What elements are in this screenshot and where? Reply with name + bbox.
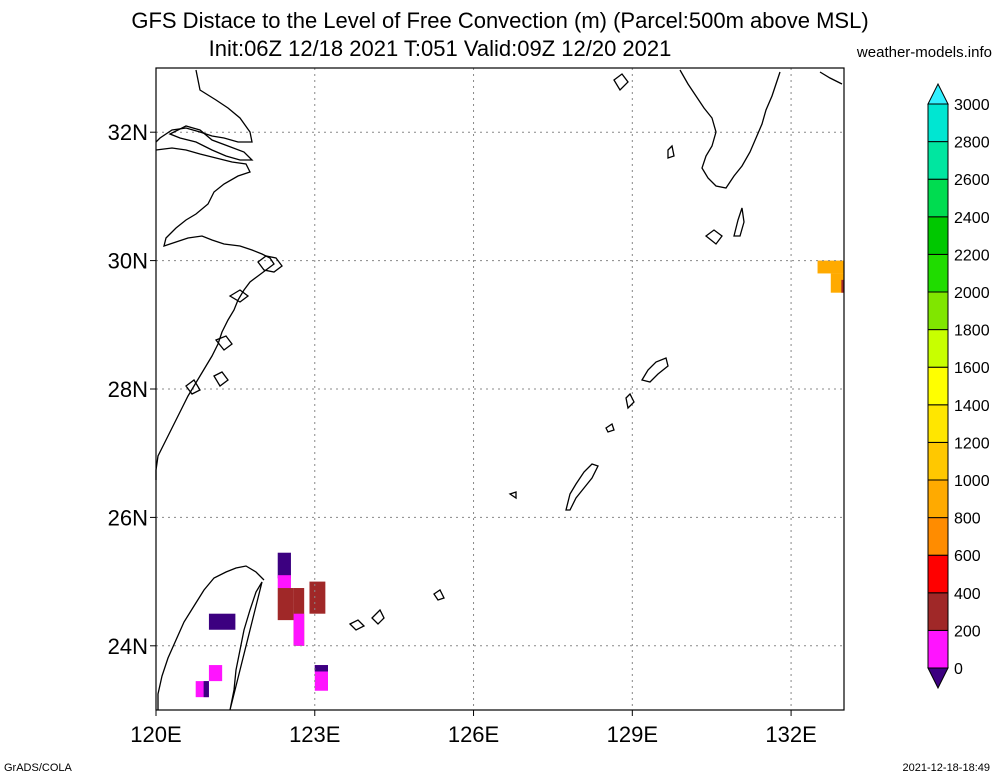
colorbar-under-triangle [927,667,949,690]
colorbar-segment-10 [927,291,949,331]
goto-islands [613,73,629,92]
tanegashima-island [733,207,745,237]
colorbar-label: 1200 [954,435,990,452]
colorbar-segment-9 [927,329,949,368]
colorbar-label: 400 [954,586,981,603]
miyako-island [348,608,385,631]
colorbar-segment-1 [927,629,949,669]
field-cell-2 [309,581,326,614]
colorbar-label: 1000 [954,473,990,490]
koshiki-island [667,144,675,159]
field-cell-5 [277,575,291,589]
lat-tick-label: 30N [108,249,148,274]
field-cell-4 [277,552,291,579]
colorbar-label: 200 [954,623,981,640]
colorbar-label: 2400 [954,210,990,227]
shikoku-coast [819,71,843,85]
grid-layer [156,68,844,710]
colorbar-segment-3 [927,554,949,594]
colorbar-label: 3000 [954,97,990,114]
field-cell-6 [208,613,236,630]
colorbar-label: 800 [954,511,981,528]
field-cell-7 [208,665,223,682]
field-layer [195,260,844,698]
colorbar-label: 2800 [954,135,990,152]
yakushima-island [704,229,723,245]
axis-ticks: 120E 123E 126E 129E 132E 24N 26N 28N 30N 32N [108,120,817,747]
lon-tick-label: 129E [607,722,658,747]
colorbar-segment-12 [927,216,949,255]
field-cell-12 [817,260,844,274]
kumejima-island [508,491,517,500]
colorbar-over-triangle [927,82,949,105]
lon-tick-label: 132E [765,722,816,747]
okinawa-island [565,463,599,511]
colorbar-segment-4 [927,517,949,556]
colorbar-segment-2 [927,592,949,631]
colorbar-segment-15 [927,103,949,143]
field-cell-3 [293,613,305,646]
colorbar-segment-13 [927,178,949,218]
field-cell-14 [841,279,844,293]
lat-tick-label: 26N [108,505,148,530]
china-coastline [155,69,275,480]
kyushu-coastline [679,69,781,189]
footer-timestamp: 2021-12-18-18:49 [902,762,990,774]
colorbar-label: 2200 [954,247,990,264]
okinoerabu-island [605,422,615,433]
colorbar-segment-6 [927,441,949,481]
zhoushan-islands [185,255,283,395]
lat-tick-label: 32N [108,120,148,145]
colorbar-label: 600 [954,548,981,565]
field-cell-13 [830,273,844,293]
colorbar-label: 2600 [954,172,990,189]
lon-tick-label: 126E [448,722,499,747]
coastline-layer [155,69,843,711]
colorbar-segment-5 [927,479,949,519]
amami-island [640,357,669,383]
colorbar-label: 1800 [954,323,990,340]
colorbar-segment-11 [927,253,949,293]
colorbar-label: 1600 [954,360,990,377]
lon-tick-label: 123E [289,722,340,747]
colorbar-segment-7 [927,404,949,443]
field-cell-11 [314,665,328,672]
credit-text: weather-models.info [856,44,992,61]
yangtze-estuary [168,125,254,161]
colorbar-label: 0 [954,661,963,678]
field-cell-9 [203,681,209,698]
tokunoshima-island [625,392,635,410]
colorbar: 0 200 400 600 800 1000 1200 1400 1600 1800 2000 220… [927,82,990,690]
map-title-line1: GFS Distace to the Level of Free Convect… [131,8,869,33]
lon-tick-label: 120E [130,722,181,747]
colorbar-label: 1400 [954,398,990,415]
map-title-line2: Init:06Z 12/18 2021 T:051 Valid:09Z 12/2… [208,36,672,61]
colorbar-label: 2000 [954,285,990,302]
taiwan-coastline [157,565,265,711]
colorbar-segment-14 [927,141,949,180]
lat-tick-label: 28N [108,377,148,402]
field-cell-0 [277,588,294,621]
footer-software: GrADS/COLA [4,762,72,774]
senkaku-island [433,589,445,601]
colorbar-segment-8 [927,366,949,406]
lat-tick-label: 24N [108,634,148,659]
